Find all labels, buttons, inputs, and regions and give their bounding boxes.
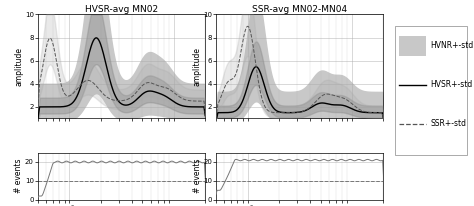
Text: HVNR+-std: HVNR+-std (430, 41, 474, 50)
FancyBboxPatch shape (395, 26, 467, 155)
Text: HVSR+-std: HVSR+-std (430, 80, 473, 89)
Y-axis label: amplitude: amplitude (192, 47, 201, 86)
Title: SSR-avg MN02-MN04: SSR-avg MN02-MN04 (252, 5, 347, 14)
Bar (399, 36, 426, 56)
Y-axis label: # events: # events (14, 159, 23, 193)
Title: HVSR-avg MN02: HVSR-avg MN02 (85, 5, 158, 14)
Y-axis label: # events: # events (192, 159, 201, 193)
Y-axis label: amplitude: amplitude (14, 47, 23, 86)
Text: SSR+-std: SSR+-std (430, 119, 466, 128)
